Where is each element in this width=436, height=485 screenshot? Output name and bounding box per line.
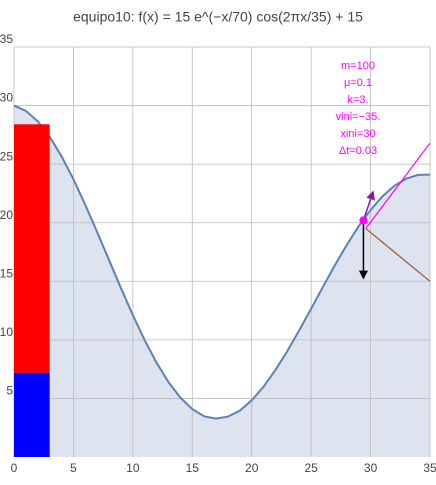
curve [13,104,431,420]
x-tick-label: 5 [70,461,77,475]
arrow [362,190,375,221]
guide-line [365,228,431,282]
y-tick-label: 25 [0,149,13,163]
annotation: k=3. [347,94,368,106]
bar-segment [14,372,50,457]
guide-line [365,142,431,229]
x-tick-label: 15 [186,461,200,475]
x-tick-label: 20 [245,461,259,475]
annotation: vini=−35. [336,111,381,123]
point [359,216,368,225]
y-tick-label: 30 [0,91,13,105]
x-tick-label: 30 [364,461,378,475]
x-tick-label: 25 [304,461,318,475]
annotation: m=100 [341,60,375,72]
y-tick-label: 10 [0,325,13,339]
x-tick-label: 10 [126,461,140,475]
annotation: μ=0.1 [344,77,372,89]
y-tick-label: 35 [0,32,13,46]
annotation: Δt=0.03 [339,145,377,157]
y-tick-label: 20 [0,208,13,222]
chart-title: equipo10: f(x) = 15 e^(−x/70) cos(2πx/35… [73,9,363,25]
y-tick-label: 15 [0,266,13,280]
area-fill [14,105,430,458]
y-tick-label: 5 [6,384,13,398]
x-tick-label: 0 [11,461,18,475]
x-tick-label: 35 [423,461,436,475]
annotation: xini=30 [340,128,375,140]
bar-segment [14,124,50,373]
